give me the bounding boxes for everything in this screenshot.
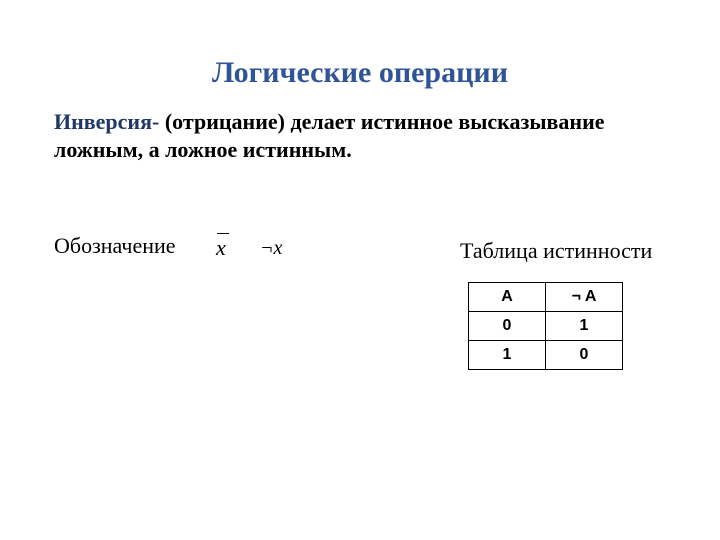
- table-row: 1 0: [469, 341, 623, 370]
- overline-bar: [217, 233, 229, 234]
- slide: Логические операции Инверсия- (отрицание…: [0, 0, 720, 540]
- not-x-symbol: ¬x: [260, 237, 282, 260]
- table-row: 0 1: [469, 312, 623, 341]
- table-header-row: A ¬ A: [469, 283, 623, 312]
- notation-label: Обозначение: [54, 233, 176, 259]
- term-inversion: Инверсия-: [54, 109, 159, 134]
- cell: 0: [469, 312, 546, 341]
- x-bar-var: x: [216, 235, 226, 260]
- x-bar-symbol: x: [216, 233, 229, 261]
- col-A: A: [469, 283, 546, 312]
- cell: 1: [469, 341, 546, 370]
- definition-text: Инверсия- (отрицание) делает истинное вы…: [54, 108, 669, 163]
- not-x-var: x: [274, 237, 283, 259]
- cell: 0: [546, 341, 623, 370]
- cell: 1: [546, 312, 623, 341]
- truth-table: A ¬ A 0 1 1 0: [468, 282, 623, 370]
- negation-sign: ¬: [260, 237, 274, 259]
- notation-symbols: x ¬x: [210, 225, 320, 265]
- truth-table-label: Таблица истинности: [460, 238, 652, 264]
- col-notA: ¬ A: [546, 283, 623, 312]
- page-title: Логические операции: [0, 56, 720, 90]
